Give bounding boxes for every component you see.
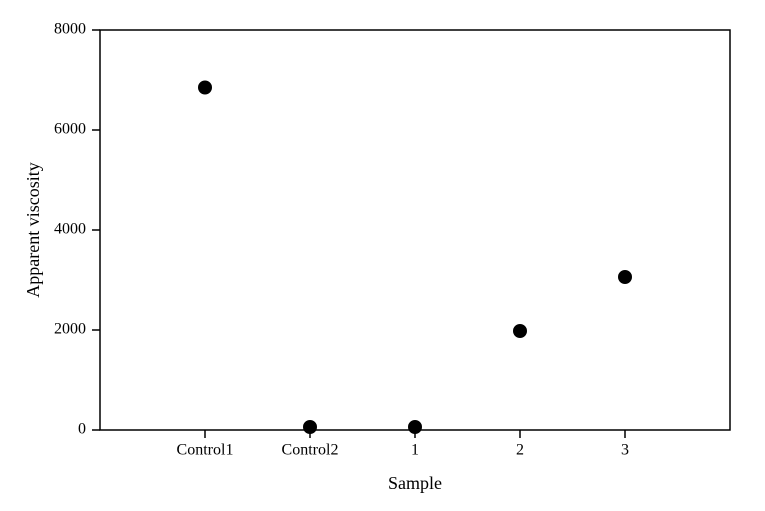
x-axis-label: Sample <box>388 473 442 493</box>
x-tick-label: Control1 <box>177 441 234 458</box>
y-tick-label: 2000 <box>54 321 86 338</box>
data-point <box>409 421 422 434</box>
x-tick-label: 1 <box>411 441 419 458</box>
scatter-chart: 0 2000 4000 6000 8000 Apparent viscosity Contr… <box>0 0 765 511</box>
plot-area <box>100 30 730 430</box>
data-point <box>514 325 527 338</box>
y-tick-label: 0 <box>78 421 86 438</box>
y-tick-label: 4000 <box>54 221 86 238</box>
data-point <box>304 421 317 434</box>
y-axis-label: Apparent viscosity <box>23 162 43 297</box>
x-tick-label: 2 <box>516 441 524 458</box>
y-tick-label: 8000 <box>54 21 86 38</box>
x-tick-label: 3 <box>621 441 629 458</box>
x-tick-label: Control2 <box>282 441 339 458</box>
data-point <box>199 81 212 94</box>
data-point <box>619 271 632 284</box>
y-tick-label: 6000 <box>54 121 86 138</box>
chart-container: 0 2000 4000 6000 8000 Apparent viscosity Contr… <box>0 0 765 511</box>
